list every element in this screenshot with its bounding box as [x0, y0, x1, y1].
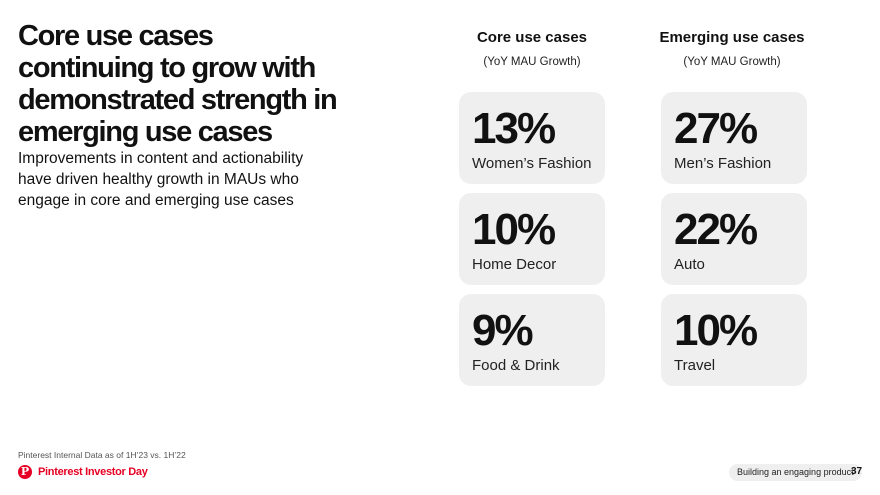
core-subheading: (YoY MAU Growth): [483, 56, 581, 68]
page-number: 37: [851, 466, 863, 477]
emerging-column-header: Emerging use cases (YoY MAU Growth): [637, 28, 827, 70]
card-label: Food & Drink: [472, 357, 560, 374]
core-heading: Core use cases: [476, 29, 588, 46]
brand-text: Pinterest Investor Day: [38, 466, 148, 478]
page-title: Core use cases continuing to grow with d…: [18, 20, 338, 148]
card-value: 10%: [472, 205, 556, 254]
source-note: Pinterest Internal Data as of 1H’23 vs. …: [18, 450, 186, 460]
card-value: 10%: [674, 306, 758, 355]
core-card-womens-fashion: 13% Women’s Fashion: [459, 92, 605, 184]
brand-mark: P Pinterest Investor Day: [18, 464, 148, 480]
core-column-header: Core use cases (YoY MAU Growth): [437, 28, 627, 70]
card-label: Home Decor: [472, 256, 557, 273]
core-card-home-decor: 10% Home Decor: [459, 193, 605, 285]
section-pill: Building an engaging product: [729, 464, 862, 481]
card-label: Travel: [674, 357, 716, 374]
pinterest-logo-icon: P: [18, 465, 32, 479]
emerging-heading: Emerging use cases: [659, 29, 805, 46]
page-subtitle: Improvements in content and actionabilit…: [18, 150, 304, 209]
card-value: 27%: [674, 104, 758, 153]
core-card-food-drink: 9% Food & Drink: [459, 294, 605, 386]
emerging-card-mens-fashion: 27% Men’s Fashion: [661, 92, 807, 184]
card-value: 13%: [472, 104, 556, 153]
emerging-card-auto: 22% Auto: [661, 193, 807, 285]
card-label: Men’s Fashion: [674, 155, 772, 172]
card-value: 22%: [674, 205, 758, 254]
card-value: 9%: [472, 306, 534, 355]
card-label: Women’s Fashion: [472, 155, 592, 172]
emerging-subheading: (YoY MAU Growth): [683, 56, 781, 68]
card-label: Auto: [674, 256, 705, 273]
emerging-card-travel: 10% Travel: [661, 294, 807, 386]
